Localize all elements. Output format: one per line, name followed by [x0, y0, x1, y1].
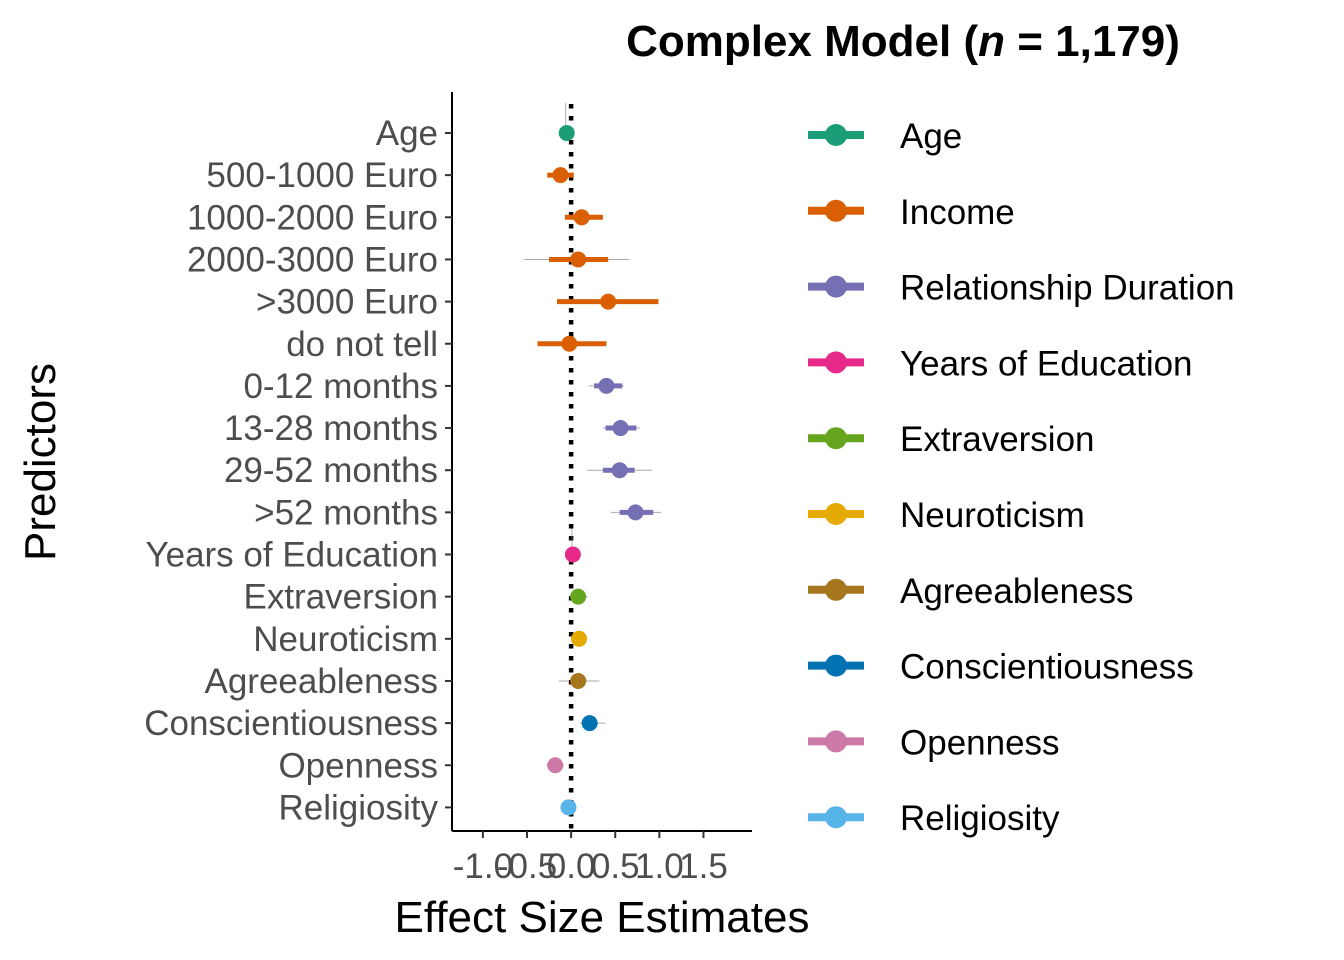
legend-label: Agreeableness: [900, 572, 1134, 611]
legend-swatch-point: [825, 730, 847, 753]
x-axis-title: Effect Size Estimates: [395, 893, 810, 942]
estimate-point: [573, 209, 590, 226]
estimate-point: [600, 293, 617, 310]
y-tick-label: Extraversion: [243, 578, 438, 617]
legend-label: Age: [900, 117, 962, 156]
estimate-point: [612, 420, 629, 437]
y-tick-label: 0-12 months: [243, 367, 438, 406]
legend-swatch-point: [825, 806, 847, 829]
legend-swatch-point: [825, 578, 847, 601]
x-tick-label: 0.0: [547, 847, 596, 886]
legend-swatch-point: [825, 427, 847, 450]
y-axis-title: Predictors: [16, 363, 65, 561]
x-tick-label: -1.0: [453, 847, 513, 886]
legend-item: Openness: [808, 723, 1060, 762]
y-tick-label: Years of Education: [145, 536, 438, 575]
legend-item: Age: [808, 117, 962, 156]
y-tick-label: Openness: [278, 746, 438, 785]
estimate-point: [611, 462, 628, 479]
y-tick-label: >52 months: [254, 493, 438, 532]
legend-label: Relationship Duration: [900, 269, 1235, 308]
estimate-point: [571, 630, 588, 647]
estimate-point: [552, 167, 569, 184]
legend-label: Openness: [900, 723, 1060, 762]
y-tick-label: 500-1000 Euro: [206, 156, 438, 195]
legend: Age Income Relationship Duration Years of E…: [808, 117, 1235, 838]
y-tick-label: do not tell: [286, 325, 438, 364]
estimate-point: [570, 251, 587, 268]
x-tick-label: 1.0: [635, 847, 684, 886]
estimate-point: [558, 125, 575, 141]
legend-swatch-point: [825, 503, 847, 525]
estimate-point: [598, 377, 615, 394]
estimate-point: [560, 799, 577, 816]
legend-label: Neuroticism: [900, 496, 1085, 535]
legend-swatch-point: [825, 199, 847, 222]
legend-swatch-point: [825, 351, 847, 374]
legend-item: Income: [808, 193, 1015, 232]
y-tick-label: Agreeableness: [205, 662, 439, 701]
legend-swatch-point: [825, 275, 847, 298]
y-tick-label: Religiosity: [279, 788, 439, 827]
legend-swatch-point: [825, 124, 847, 146]
legend-swatch-point: [825, 654, 847, 677]
estimate-point: [581, 715, 598, 732]
y-tick-label: 2000-3000 Euro: [187, 240, 438, 279]
x-tick-label: 1.5: [679, 847, 728, 886]
x-tick-label: -0.5: [497, 847, 557, 886]
y-tick-label: 1000-2000 Euro: [187, 198, 438, 237]
legend-label: Income: [900, 193, 1015, 232]
estimate-point: [570, 672, 587, 689]
estimate-marks: [523, 103, 662, 816]
legend-item: Extraversion: [808, 420, 1095, 459]
y-tick-label: Conscientiousness: [144, 704, 438, 743]
legend-label: Religiosity: [900, 799, 1060, 838]
legend-item: Neuroticism: [808, 496, 1085, 535]
legend-item: Agreeableness: [808, 572, 1134, 611]
y-tick-label: Age: [376, 114, 438, 153]
y-tick-label: 13-28 months: [224, 409, 438, 448]
legend-label: Extraversion: [900, 420, 1095, 459]
estimate-point: [547, 757, 564, 774]
y-tick-label: >3000 Euro: [256, 283, 438, 322]
y-tick-label: Neuroticism: [253, 620, 438, 659]
x-axis-ticks: -1.0-0.50.00.51.01.5: [453, 831, 728, 886]
estimate-point: [564, 546, 581, 563]
legend-item: Religiosity: [808, 799, 1060, 838]
y-tick-label: 29-52 months: [224, 451, 438, 490]
estimate-point: [570, 588, 587, 605]
legend-item: Conscientiousness: [808, 648, 1194, 687]
legend-label: Years of Education: [900, 344, 1193, 383]
legend-item: Relationship Duration: [808, 269, 1235, 308]
legend-item: Years of Education: [808, 344, 1193, 383]
chart-title: Complex Model (n = 1,179): [626, 17, 1180, 66]
estimate-point: [561, 335, 578, 352]
legend-label: Conscientiousness: [900, 648, 1194, 687]
estimate-point: [627, 504, 644, 521]
x-tick-label: 0.5: [591, 847, 640, 886]
